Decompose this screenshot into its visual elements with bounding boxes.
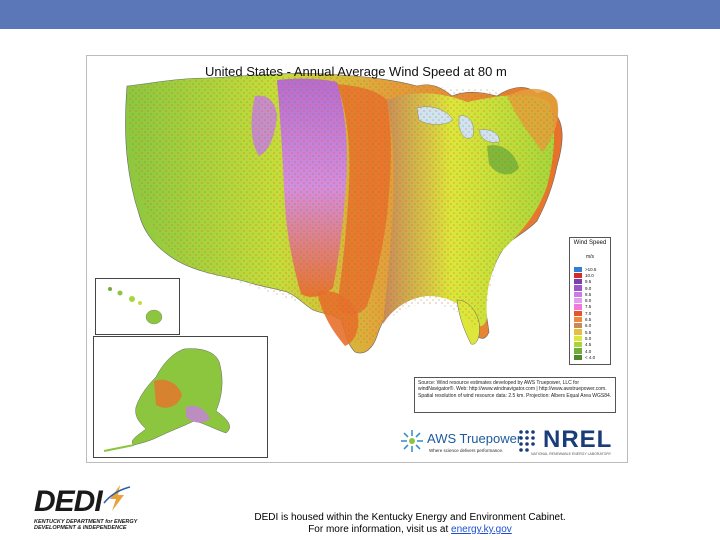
nrel-name: NREL [543, 426, 612, 454]
wind-speed-map: United States - Annual Average Wind Spee… [86, 55, 628, 463]
top-banner [0, 0, 720, 29]
legend-label: 5.0 [585, 336, 591, 341]
aws-name: AWS Truepower [427, 431, 521, 446]
legend-swatch [574, 336, 582, 341]
legend-rows: >10.5 10.0 9.5 9.0 8.5 8.0 7.5 7.0 6.5 6.0 5.5 5.0 4… [574, 266, 596, 360]
legend-label: 6.5 [585, 317, 591, 322]
legend-label: 10.0 [585, 273, 594, 278]
legend-entry: 10.0 [574, 272, 596, 278]
legend-label: 7.0 [585, 311, 591, 316]
aws-tagline: Where science delivers performance. [429, 448, 503, 453]
legend-label: >10.5 [585, 267, 596, 272]
aws-burst-icon [399, 428, 425, 454]
legend-swatch [574, 285, 582, 290]
legend-swatch [574, 311, 582, 316]
map-title: United States - Annual Average Wind Spee… [205, 64, 507, 79]
legend-label: 4.0 [585, 349, 591, 354]
legend-label: 8.5 [585, 292, 591, 297]
legend-entry: >10.5 [574, 266, 596, 272]
legend-label: 5.5 [585, 330, 591, 335]
lightning-bolt-icon [102, 483, 132, 513]
legend-swatch [574, 292, 582, 297]
dedi-name: DEDI [34, 485, 102, 519]
alaska-map-image [94, 337, 267, 457]
legend-entry: < 4.0 [574, 354, 596, 360]
footer-line2: For more information, visit us at energy… [200, 524, 620, 536]
legend-title: Wind Speed [570, 240, 610, 247]
energy-ky-gov-link[interactable]: energy.ky.gov [451, 524, 512, 535]
legend-swatch [574, 298, 582, 303]
legend-label: 9.5 [585, 279, 591, 284]
legend-label: 6.0 [585, 323, 591, 328]
legend-swatch [574, 342, 582, 347]
legend-swatch [574, 267, 582, 272]
hawaii-islands-image [96, 279, 179, 334]
legend-swatch [574, 355, 582, 360]
legend-label: 7.5 [585, 304, 591, 309]
legend-swatch [574, 329, 582, 334]
dedi-subtitle: KENTUCKY DEPARTMENT for ENERGY DEVELOPME… [34, 519, 144, 531]
nrel-logo: NREL NATIONAL RENEWABLE ENERGY LABORATOR… [517, 426, 617, 458]
legend-label: 8.0 [585, 298, 591, 303]
legend-swatch [574, 323, 582, 328]
legend-label: 4.5 [585, 342, 591, 347]
nrel-grid-icon [517, 428, 541, 452]
legend-label: < 4.0 [585, 355, 595, 360]
alaska-inset [93, 336, 268, 458]
wind-speed-legend: Wind Speed m/s >10.5 10.0 9.5 9.0 8.5 8.0 7.5 7… [569, 237, 611, 365]
aws-truepower-logo: AWS Truepower Where science delivers per… [399, 428, 514, 458]
legend-swatch [574, 348, 582, 353]
dedi-logo: DEDI KENTUCKY DEPARTMENT for ENERGY DEVE… [30, 485, 155, 537]
legend-swatch [574, 279, 582, 284]
footer: DEDI is housed within the Kentucky Energ… [200, 512, 620, 536]
hawaii-inset [95, 278, 180, 335]
legend-swatch [574, 273, 582, 278]
legend-swatch [574, 317, 582, 322]
source-note: Source: Wind resource estimates develope… [414, 377, 616, 413]
footer-line2-prefix: For more information, visit us at [308, 524, 448, 535]
legend-label: 9.0 [585, 286, 591, 291]
legend-swatch [574, 304, 582, 309]
nrel-subtitle: NATIONAL RENEWABLE ENERGY LABORATORY [531, 452, 611, 456]
legend-unit: m/s [570, 254, 610, 260]
footer-line1: DEDI is housed within the Kentucky Energ… [200, 512, 620, 524]
